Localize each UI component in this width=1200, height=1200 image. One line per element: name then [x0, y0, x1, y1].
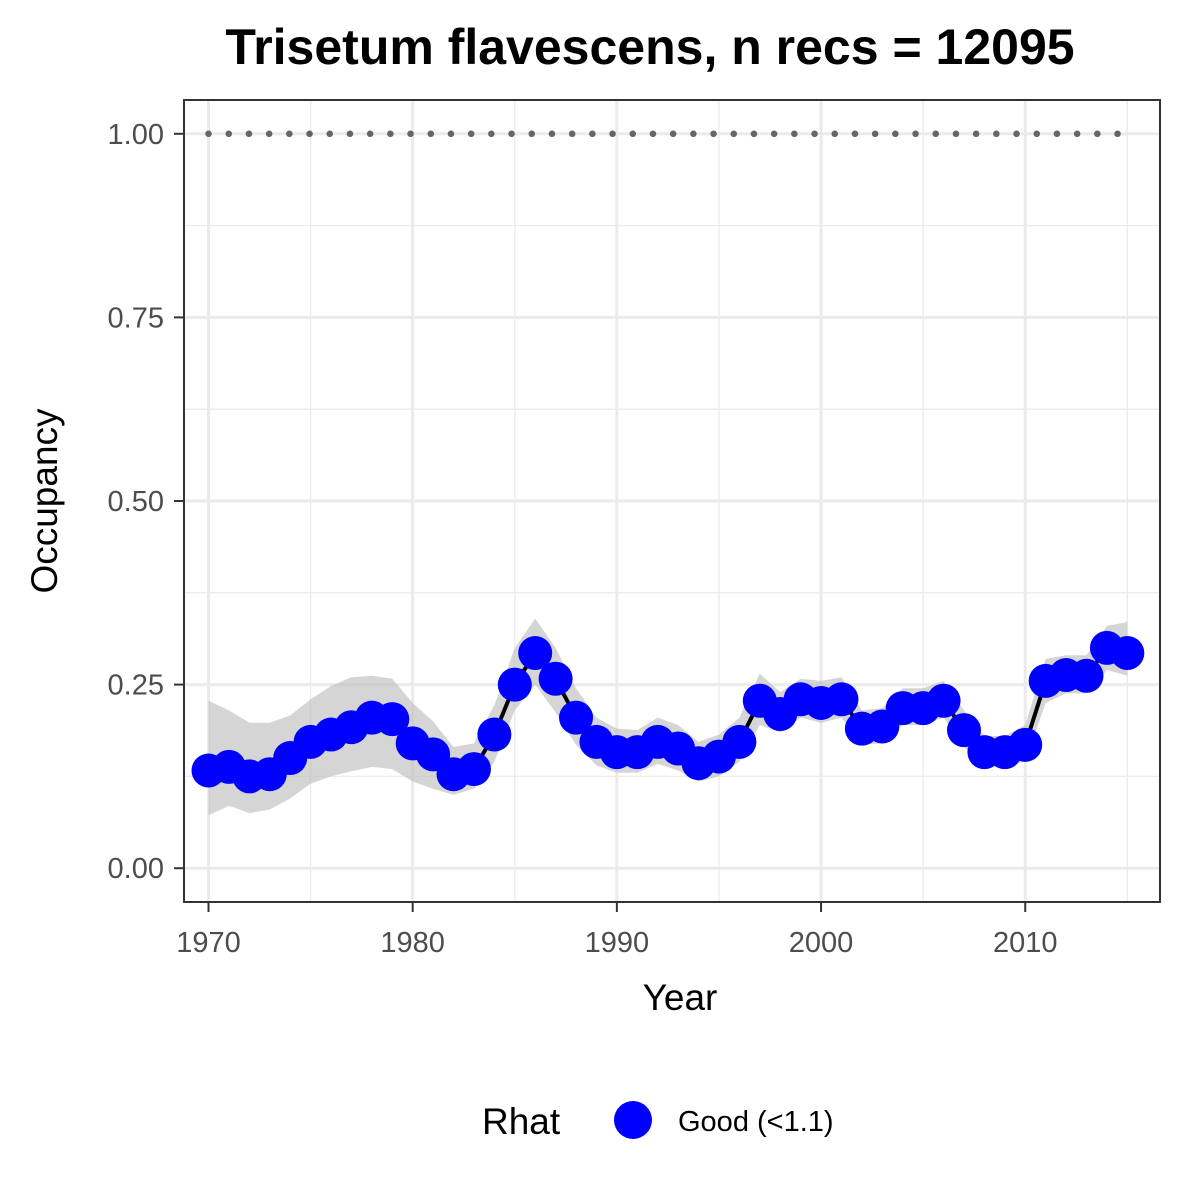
data-point-1996 — [722, 724, 757, 759]
data-point-2001 — [824, 682, 859, 717]
chart-title: Trisetum flavescens, n recs = 12095 — [225, 19, 1074, 75]
x-tick-label: 1990 — [585, 927, 650, 959]
y-tick-label: 0.25 — [108, 670, 164, 702]
y-tick-label: 0.50 — [108, 486, 164, 518]
x-tick-label: 1980 — [380, 927, 445, 959]
data-point-1986 — [518, 636, 553, 671]
data-point-2006 — [926, 683, 961, 718]
legend-marker-good — [614, 1101, 652, 1139]
data-point-1984 — [477, 717, 512, 752]
y-axis-title: Occupancy — [24, 408, 65, 594]
data-point-2007 — [946, 713, 981, 748]
x-tick-label: 2000 — [789, 927, 854, 959]
x-tick-label: 2010 — [993, 927, 1058, 959]
data-point-2015 — [1110, 636, 1145, 671]
legend-label-good: Good (<1.1) — [678, 1106, 834, 1138]
data-point-1979 — [375, 702, 410, 737]
x-axis: 1970 1980 1990 2000 2010 — [176, 902, 1057, 959]
x-tick-label: 1970 — [176, 927, 241, 959]
y-tick-label: 0.00 — [108, 853, 164, 885]
data-point-1987 — [538, 661, 573, 696]
y-tick-label: 1.00 — [108, 119, 164, 151]
data-points-layer — [191, 630, 1145, 794]
data-point-1985 — [497, 667, 532, 702]
y-tick-label: 0.75 — [108, 302, 164, 334]
legend-title: Rhat — [482, 1101, 561, 1142]
x-axis-title: Year — [643, 977, 718, 1018]
data-point-1983 — [456, 752, 491, 787]
data-point-2010 — [1008, 727, 1043, 762]
plot-panel — [183, 99, 1161, 903]
data-point-2013 — [1069, 658, 1104, 693]
data-point-1988 — [559, 700, 594, 735]
legend: Rhat Good (<1.1) — [482, 1101, 834, 1142]
y-axis: 0.00 0.25 0.50 0.75 1.00 — [108, 119, 184, 885]
